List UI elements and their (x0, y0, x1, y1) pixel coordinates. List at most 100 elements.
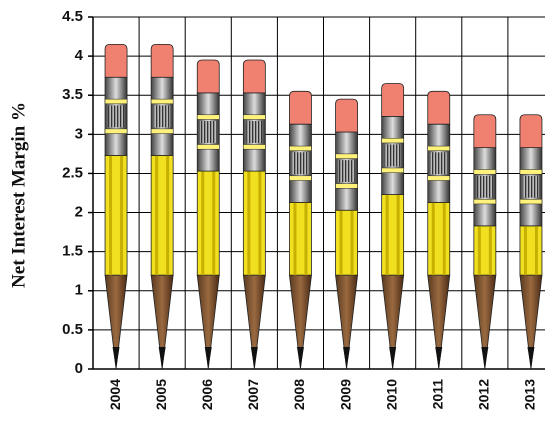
pencil-body (473, 225, 497, 276)
ferrule-band (473, 169, 497, 175)
pencil-bar (335, 98, 358, 370)
pencil-stripe (385, 194, 389, 276)
ferrule-band (289, 175, 312, 181)
pencil-eraser (289, 90, 312, 125)
pencil-body (427, 201, 451, 276)
pencil-eraser (150, 43, 174, 78)
pencil-eraser (242, 59, 266, 94)
x-tick-label: 2010 (383, 379, 399, 410)
ferrule-band (243, 144, 266, 150)
x-tick-label: 2012 (476, 379, 492, 410)
pencil-stripe (523, 225, 527, 276)
pencil-lead (250, 347, 258, 369)
ferrule-band (243, 114, 266, 120)
ferrule-band (289, 145, 312, 152)
x-tick-label: 2005 (153, 379, 169, 410)
pencil-eraser (104, 43, 128, 78)
pencil-lead (204, 347, 212, 369)
pencil-eraser (196, 59, 220, 94)
ferrule-ribs (200, 121, 217, 143)
ferrule-band (104, 98, 128, 105)
ferrule-ribs (338, 160, 355, 183)
ferrule-band (335, 183, 358, 189)
y-tick-label: 2.5 (62, 164, 83, 181)
pencil-stripe (350, 210, 354, 276)
y-tick-label: 3.5 (62, 86, 83, 103)
y-tick-label: 4 (75, 47, 84, 64)
pencil-body (335, 209, 358, 276)
pencil-stripe (339, 210, 343, 276)
pencil-stripe (477, 225, 481, 276)
pencil-stripe (109, 155, 113, 276)
pencil-bar (519, 114, 543, 370)
pencil-bar (289, 90, 312, 370)
pencil-bar (242, 59, 266, 370)
pencil-body (381, 194, 405, 276)
pencil-stripe (293, 202, 297, 276)
pencil-lead (343, 347, 351, 369)
pencil-stripe (534, 225, 538, 276)
pencil-stripe (431, 202, 435, 276)
pencil-body (289, 201, 312, 276)
ferrule-band (381, 167, 404, 173)
ferrule-band (427, 175, 450, 181)
pencil-stripe (166, 155, 170, 276)
y-axis-label: Net Interest Margin % (8, 102, 29, 288)
ferrule-band (150, 128, 174, 134)
pencil-eraser (335, 98, 358, 133)
x-tick-label: 2007 (245, 379, 261, 410)
pencil-bar (473, 114, 497, 370)
pencil-lead (296, 347, 304, 369)
pencil-stripe (488, 225, 492, 276)
pencil-body (150, 155, 174, 276)
pencil-stripe (304, 202, 308, 276)
pencil-stripe (396, 194, 400, 276)
y-tick-label: 0.5 (62, 321, 83, 338)
pencil-stripe (201, 171, 205, 276)
ferrule-band (197, 114, 220, 120)
pencil-eraser (427, 90, 451, 125)
x-tick-label: 2006 (199, 379, 215, 410)
y-tick-label: 3 (75, 125, 83, 142)
pencil-body (242, 170, 266, 276)
ferrule-ribs (522, 175, 539, 198)
y-tick-label: 1.5 (62, 243, 83, 260)
ferrule-band (197, 144, 220, 150)
pencil-stripe (442, 202, 446, 276)
pencil-eraser (519, 114, 543, 149)
pencil-stripe (155, 155, 159, 276)
ferrule-band (104, 128, 128, 134)
ferrule-band (335, 153, 358, 159)
pencil-stripe (120, 155, 124, 276)
pencil-eraser (473, 114, 497, 149)
pencil-body (104, 155, 128, 276)
ferrule-ribs (108, 105, 125, 128)
pencil-eraser (381, 83, 405, 117)
ferrule-band (381, 137, 404, 144)
pencil-stripe (258, 171, 262, 276)
x-tick-label: 2004 (107, 379, 123, 410)
pencil-lead (112, 347, 120, 369)
ferrule-ribs (292, 152, 309, 175)
ferrule-band (427, 145, 450, 152)
ferrule-ribs (246, 121, 263, 143)
ferrule-ribs (384, 144, 401, 167)
x-tick-label: 2013 (522, 379, 538, 410)
pencil-body (196, 170, 220, 276)
y-tick-label: 4.5 (62, 8, 83, 25)
pencil-bar (381, 83, 405, 370)
ferrule-ribs (476, 175, 493, 198)
x-tick-label: 2009 (337, 379, 353, 410)
ferrule-ribs (430, 152, 447, 175)
y-tick-label: 1 (75, 282, 83, 299)
y-tick-label: 2 (75, 204, 83, 221)
pencil-stripe (212, 171, 216, 276)
ferrule-band (519, 169, 543, 175)
pencil-bar (150, 43, 174, 370)
pencil-bar (104, 43, 128, 370)
pencil-lead (158, 347, 166, 369)
pencil-stripe (247, 171, 251, 276)
x-tick-label: 2008 (291, 379, 307, 410)
ferrule-band (473, 199, 497, 205)
